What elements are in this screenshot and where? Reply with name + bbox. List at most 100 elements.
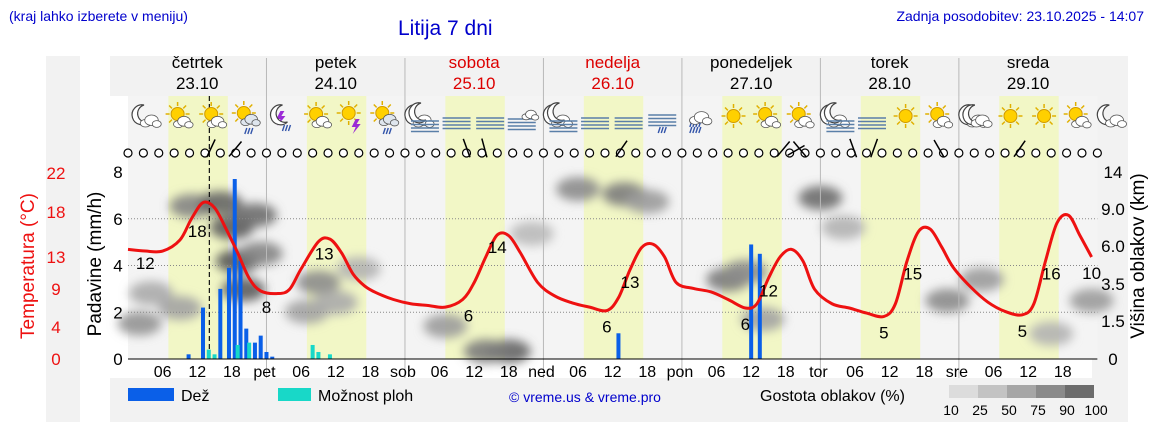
wind-calm-circle — [338, 148, 349, 158]
temperature-tick-label: 0 — [51, 350, 60, 369]
sun-ray — [910, 106, 915, 111]
sun-ray — [896, 106, 901, 111]
rain-bar — [226, 267, 231, 359]
wind-calm-circle — [631, 148, 641, 158]
sun-ray — [738, 106, 743, 111]
day-abbr-label: tor — [809, 364, 828, 381]
day-abbr-label: ned — [528, 364, 555, 381]
density-scale-label: 50 — [1001, 402, 1017, 418]
rain-bar — [186, 354, 191, 359]
cloud-blob — [238, 241, 283, 266]
wind-calm-circle — [569, 148, 579, 158]
wind-calm-circle — [277, 148, 287, 158]
rain-drop — [698, 126, 702, 134]
sun-cloud-icon — [199, 102, 228, 129]
sun-ray — [789, 104, 794, 109]
rain-legend-label: Dež — [181, 388, 209, 405]
wind-calm-circle — [415, 148, 425, 158]
day-date-label: 28.10 — [868, 74, 911, 93]
fog-icon — [581, 117, 610, 130]
wind-calm-circle — [384, 148, 395, 158]
shower-bar — [212, 354, 217, 359]
thunder-icon — [276, 111, 286, 126]
temperature-label: 18 — [188, 222, 207, 241]
cloud-blob — [509, 221, 554, 246]
day-name-label: nedelja — [585, 53, 640, 72]
cloud-height-tick-label: 0 — [1108, 350, 1117, 369]
sun-ray — [216, 104, 221, 109]
region-hint-text[interactable]: (kraj lahko izberete v meniju) — [9, 8, 188, 24]
temperature-label: 6 — [464, 307, 473, 326]
day-name-label: četrtek — [172, 53, 224, 72]
sun-thunder-icon — [336, 101, 361, 134]
wind-calm-circle — [508, 148, 518, 158]
sun-disc — [1003, 109, 1018, 123]
cloud-blob — [129, 281, 174, 306]
wind-barb — [849, 138, 858, 158]
shower-bar — [235, 344, 240, 359]
moon-fog-icon — [823, 102, 855, 133]
rain-bar — [218, 288, 223, 359]
wind-calm-circle — [554, 148, 564, 158]
rain-drop — [382, 127, 386, 135]
day-date-label: 24.10 — [314, 74, 357, 93]
sun-ray — [168, 104, 173, 109]
hour-tick-label: 12 — [1019, 364, 1037, 381]
rain-bar — [238, 260, 243, 359]
cloud-shape — [151, 120, 162, 128]
cloud-shape — [184, 121, 194, 129]
wind-calm-circle — [138, 148, 148, 158]
wind-calm-circle — [1046, 148, 1056, 158]
sun-ray — [234, 103, 239, 108]
sun-cloud-icon — [1063, 102, 1092, 129]
cloud-height-tick-label: 6.0 — [1101, 237, 1125, 256]
sun-cloud-icon — [753, 102, 782, 129]
cloud-height-tick-label: 3.5 — [1101, 275, 1125, 294]
cloud-shape — [1082, 121, 1092, 129]
wind-calm-circle — [246, 148, 256, 158]
wind-calm-circle — [231, 148, 241, 158]
wind-calm-circle — [661, 148, 672, 158]
rain-drop — [388, 127, 392, 135]
fog-cloud-icon — [507, 109, 540, 131]
temperature-label: 15 — [903, 264, 922, 283]
sun-ray — [307, 104, 311, 109]
sun-ray — [1035, 121, 1039, 126]
moon-fog-icon — [546, 102, 578, 133]
sun-ray — [724, 121, 729, 126]
sun-ray — [182, 104, 187, 109]
fog-icon — [476, 117, 505, 130]
wind-calm-circle — [877, 148, 887, 158]
cloud-shape — [251, 119, 261, 127]
cloud-shape — [217, 121, 228, 129]
precip-axis-title: Padavine (mm/h) — [85, 192, 106, 337]
temperature-label: 5 — [1018, 322, 1027, 341]
shower-legend-label: Možnost ploh — [318, 388, 413, 405]
wind-calm-circle — [708, 148, 718, 158]
rain-drop — [692, 126, 696, 134]
wind-calm-circle — [169, 148, 179, 158]
sun-disc — [1037, 109, 1052, 123]
sun-icon — [1032, 104, 1057, 128]
wind-calm-circle — [923, 148, 933, 158]
sun-ray — [770, 104, 775, 109]
wind-calm-circle — [538, 148, 549, 158]
sun-disc — [341, 106, 356, 120]
rain-drop — [244, 127, 248, 135]
rain-drop — [250, 127, 254, 135]
day-name-label: torek — [871, 53, 909, 72]
wind-calm-circle — [154, 148, 164, 158]
density-scale-label: 10 — [943, 402, 959, 418]
shower-bar — [316, 351, 321, 359]
sun-ray — [896, 121, 901, 126]
cloud-shape — [322, 121, 332, 129]
hour-tick-label: 06 — [431, 364, 449, 381]
cloud-blob — [625, 189, 670, 214]
wind-calm-circle — [261, 148, 272, 158]
rain-legend-swatch — [128, 388, 174, 401]
cloud-blob — [925, 288, 970, 313]
density-scale-label: 100 — [1084, 402, 1108, 418]
sun-cloud-icon — [304, 102, 332, 129]
hour-tick-label: 18 — [223, 364, 241, 381]
